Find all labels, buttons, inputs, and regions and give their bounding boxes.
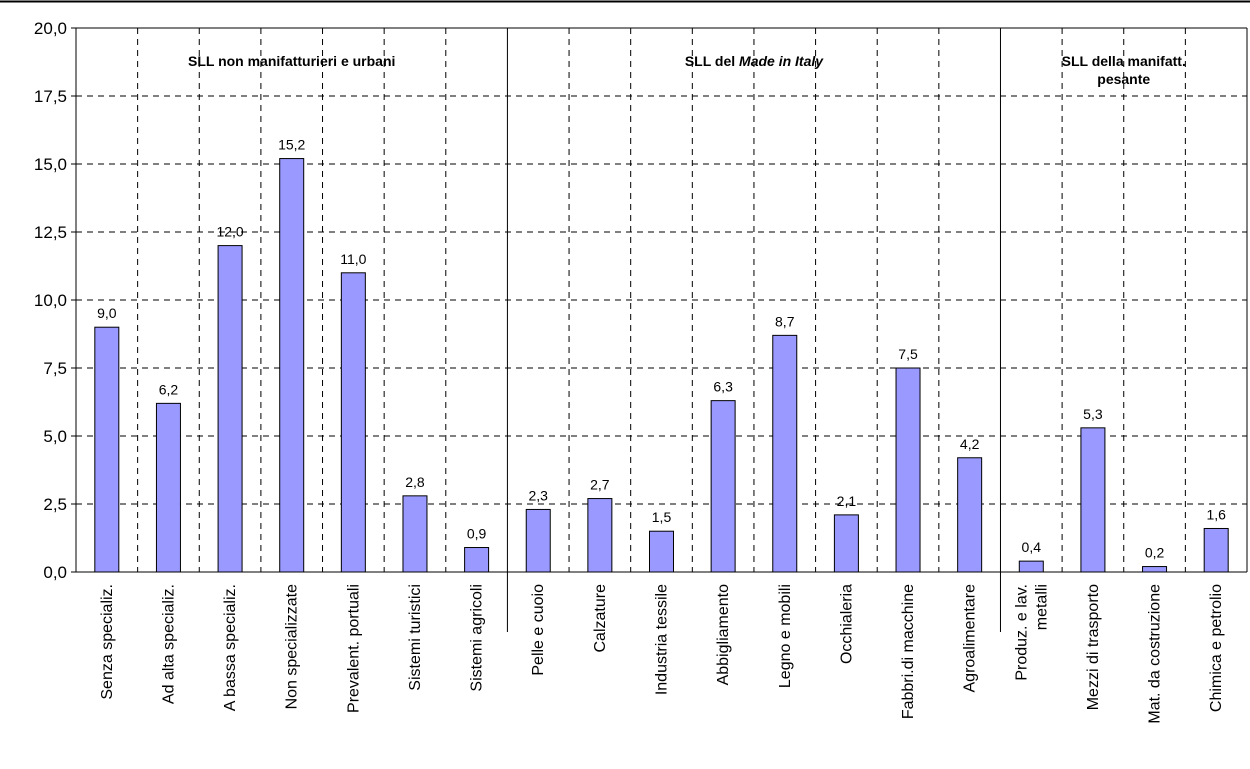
bars xyxy=(94,158,1229,573)
bar xyxy=(525,508,551,573)
category-label: Occhialeria xyxy=(838,584,855,664)
bar xyxy=(279,158,305,573)
y-tick-label: 12,5 xyxy=(34,223,67,242)
y-tick-label: 10,0 xyxy=(34,291,67,310)
data-label: 7,5 xyxy=(898,346,918,362)
bar xyxy=(957,457,983,573)
category-label: Legno e mobili xyxy=(777,584,794,688)
group-label: SLL non manifatturieri e urbani xyxy=(188,53,395,69)
data-label: 2,7 xyxy=(590,477,610,493)
category-label: Produz. e lav. xyxy=(1013,584,1030,681)
category-label: Industria tessile xyxy=(654,584,671,695)
category-label: Non specializzate xyxy=(284,584,301,710)
data-label: 11,0 xyxy=(340,251,366,267)
data-label: 5,3 xyxy=(1083,406,1103,422)
group-label: SLL della manifatt. pesante xyxy=(1062,53,1186,87)
y-tick-label: 2,5 xyxy=(43,495,67,514)
category-label: Abbigliamento xyxy=(715,584,732,686)
category-label: Prevalent. portuali xyxy=(345,584,362,713)
data-label: 12,0 xyxy=(216,224,243,240)
bar xyxy=(94,326,120,573)
bar xyxy=(1142,566,1168,573)
data-label: 2,3 xyxy=(529,487,549,503)
category-label: Chimica e petrolio xyxy=(1208,584,1225,712)
y-tick-label: 17,5 xyxy=(34,87,67,106)
y-tick-label: 7,5 xyxy=(43,359,67,378)
y-tick-label: 15,0 xyxy=(34,155,67,174)
gridlines xyxy=(76,28,1247,632)
y-axis: 0,0 2,5 5,0 7,5 10,0 12,5 15,0 17,5 20,0 xyxy=(34,19,76,582)
category-label: Calzature xyxy=(592,584,609,653)
bar xyxy=(833,514,859,573)
y-tick-label: 0,0 xyxy=(43,563,67,582)
data-label: 4,2 xyxy=(960,436,980,452)
data-labels: 9,0 6,2 12,0 15,2 11,0 2,8 0,9 2,3 2,7 1,5 6,3 8,7 2… xyxy=(97,137,1226,561)
category-label: A bassa specializ. xyxy=(222,584,239,711)
category-label: Agroalimentare xyxy=(962,584,979,693)
bar xyxy=(340,272,366,573)
category-label: Mezzi di trasporto xyxy=(1085,584,1102,710)
data-label: 6,3 xyxy=(713,379,733,395)
data-label: 15,2 xyxy=(278,137,305,153)
bar xyxy=(1080,427,1106,573)
category-label: Fabbri.di macchine xyxy=(900,584,917,719)
bar xyxy=(710,400,736,573)
category-label: Sistemi turistici xyxy=(407,584,424,691)
bar xyxy=(587,498,613,573)
category-label: Senza specializ. xyxy=(99,584,116,700)
bar xyxy=(155,402,181,573)
category-label: Sistemi agricoli xyxy=(469,584,486,692)
data-label: 9,0 xyxy=(97,305,117,321)
data-label: 2,8 xyxy=(405,474,425,490)
data-label: 2,1 xyxy=(837,493,857,509)
group-labels: SLL non manifatturieri e urbani SLL del M… xyxy=(188,53,1186,87)
bar xyxy=(464,547,490,573)
bar xyxy=(1018,560,1044,573)
bar xyxy=(649,530,674,573)
bar xyxy=(217,245,243,573)
bar xyxy=(772,334,798,573)
data-label: 0,2 xyxy=(1145,545,1165,561)
category-label: Mat. da costruzione xyxy=(1147,584,1164,724)
y-tick-label: 20,0 xyxy=(34,19,67,38)
data-label: 0,4 xyxy=(1022,539,1042,555)
category-label: metalli xyxy=(1033,584,1050,630)
group-label: SLL del Made in Italy xyxy=(685,53,824,69)
data-label: 1,6 xyxy=(1206,506,1226,522)
x-axis: Senza specializ. Ad alta specializ. A bass… xyxy=(99,584,1225,724)
data-label: 8,7 xyxy=(775,313,795,329)
bar xyxy=(1203,527,1229,573)
data-label: 6,2 xyxy=(159,381,179,397)
bar xyxy=(895,367,921,573)
category-label: Ad alta specializ. xyxy=(160,584,177,704)
y-tick-label: 5,0 xyxy=(43,427,67,446)
data-label: 1,5 xyxy=(652,509,672,525)
bar xyxy=(402,495,428,573)
data-label: 0,9 xyxy=(467,526,487,542)
category-label: Pelle e cuoio xyxy=(530,584,547,676)
